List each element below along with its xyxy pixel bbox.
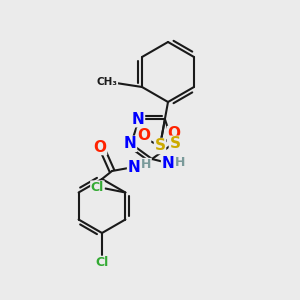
Text: O: O xyxy=(137,128,151,143)
Text: N: N xyxy=(124,136,136,151)
Text: CH₃: CH₃ xyxy=(97,77,118,87)
Text: O: O xyxy=(94,140,106,154)
Text: O: O xyxy=(167,127,181,142)
Text: N: N xyxy=(162,155,174,170)
Text: N: N xyxy=(128,160,140,175)
Text: Cl: Cl xyxy=(91,181,104,194)
Text: S: S xyxy=(154,139,166,154)
Text: H: H xyxy=(141,158,151,172)
Text: S: S xyxy=(169,136,180,151)
Text: H: H xyxy=(175,157,185,169)
Text: N: N xyxy=(132,112,144,127)
Text: Cl: Cl xyxy=(95,256,109,269)
